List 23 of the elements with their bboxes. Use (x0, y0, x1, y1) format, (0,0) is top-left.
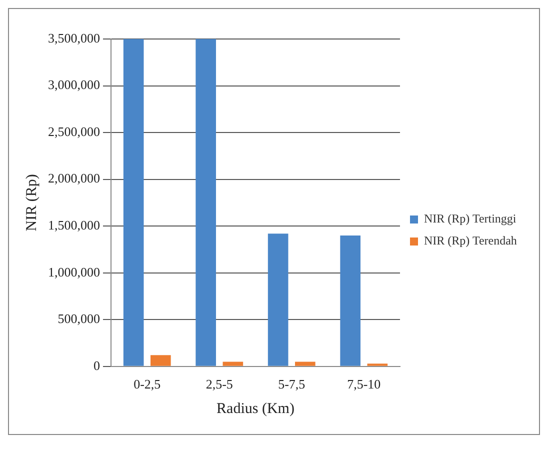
bar (150, 355, 171, 366)
bar (196, 39, 216, 366)
y-tick-label: 3,000,000 (48, 77, 100, 92)
legend-label: NIR (Rp) Tertinggi (424, 212, 517, 226)
x-tick-label: 5-7,5 (278, 376, 306, 392)
x-tick-label: 7,5-10 (347, 376, 381, 392)
bar (123, 39, 144, 366)
y-tick-label: 3,500,000 (48, 30, 100, 46)
bar (295, 362, 316, 366)
y-tick-label: 1,000,000 (48, 264, 100, 280)
y-axis-title: NIR (Rp) (24, 174, 40, 232)
y-tick-label: 500,000 (58, 311, 100, 326)
bar (268, 234, 288, 366)
bar (340, 235, 360, 366)
x-tick-label: 0-2,5 (134, 376, 161, 392)
y-tick-label: 0 (94, 358, 100, 373)
x-tick-label: 2,5-5 (206, 376, 233, 392)
x-axis-title: Radius (Km) (216, 400, 294, 417)
bar (222, 362, 244, 366)
y-tick-label: 2,500,000 (48, 124, 100, 139)
y-tick-label: 1,500,000 (48, 218, 100, 233)
y-tick-label: 2,000,000 (48, 170, 100, 186)
legend-label: NIR (Rp) Terendah (424, 234, 517, 248)
